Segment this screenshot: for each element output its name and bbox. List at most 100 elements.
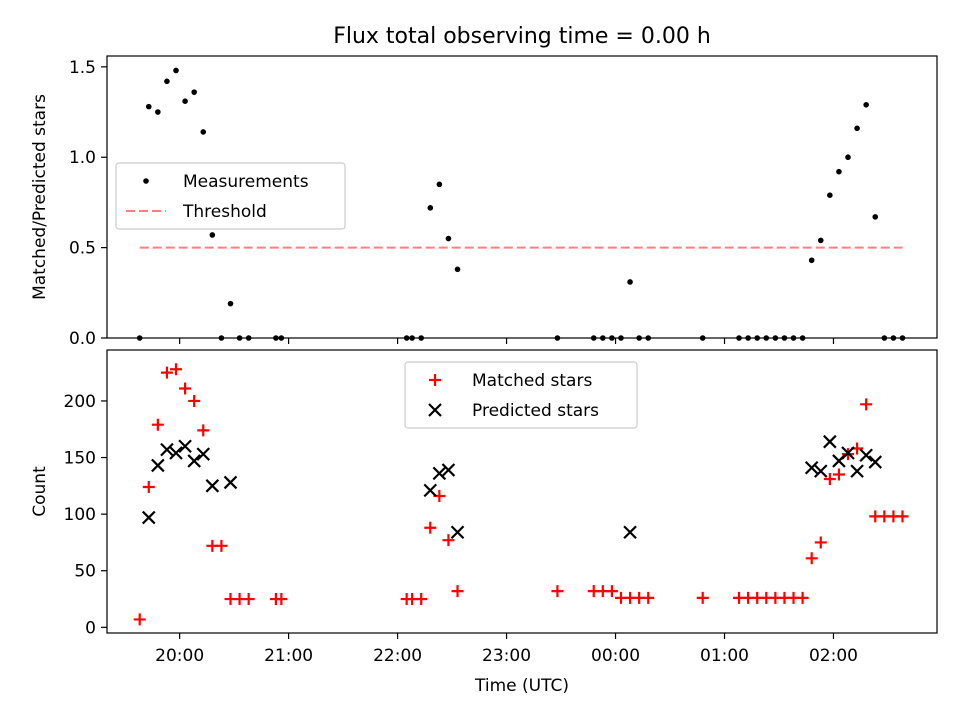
x-tick-label: 00:00 [591,646,640,666]
legend-label: Matched stars [472,371,592,391]
predicted-star-point [841,446,855,460]
measurement-point [427,205,434,211]
measurement-point [745,335,751,341]
chart-title: Flux total observing time = 0.00 h [333,24,711,49]
axes-frame [106,55,938,339]
measurement-point [436,181,443,188]
x-tick-label: 22:00 [373,646,422,666]
bottom-panel: 0 50 100 150 200 20:00 21:00 22:00 23:00 00:00 01:… [30,349,938,696]
matched-star-point [451,585,464,598]
measurement-point [278,335,285,341]
measurement-point [191,89,197,95]
measurement-point [227,300,234,307]
measurement-point [772,335,779,341]
x-tick-label: 01:00 [700,646,749,666]
y-tick-label: 1.0 [69,148,96,168]
measurement-point [273,335,279,341]
measurement-point [872,214,879,220]
legend-box [404,361,638,429]
matched-star-point [605,585,618,598]
matched-star-point [215,539,228,552]
measurement-point [763,335,770,341]
measurement-point [799,335,806,341]
x-tick-label: 02:00 [809,646,858,666]
matched-star-point [796,591,809,604]
measurement-point [600,335,606,341]
matched-star-point [823,473,836,486]
measurement-point [736,335,742,341]
x-tick-label: 21:00 [264,646,313,666]
predicted-star-point [859,448,873,463]
measurement-point [636,335,642,341]
predicted-star-point [196,447,211,461]
matched-star-point [188,394,201,407]
predicted-star-point [868,455,883,469]
measurement-point [182,98,188,104]
axes-frame [106,349,938,634]
y-tick-label: 100 [64,505,96,525]
measurement-point [209,232,216,238]
measurement-point [200,129,207,135]
measurement-point [403,335,410,341]
measurement-point [236,335,243,341]
matched-star-point [160,366,173,379]
x-tick-label: 20:00 [155,646,204,666]
predicted-star-point [813,464,828,478]
measurement-point [827,192,833,198]
measurement-point [781,335,788,341]
measurement-point [836,168,842,175]
measurement-point [790,335,797,341]
matched-star-point [896,510,909,523]
predicted-star-point [623,525,637,540]
legend-label: Predicted stars [472,401,599,421]
matched-star-point [814,536,827,549]
measurement-point [699,335,706,341]
y-tick-label: 1.5 [69,58,96,78]
y-axis-label: Count [30,466,50,517]
legend-predicted-swatch [428,403,442,417]
predicted-star-point [450,525,465,540]
predicted-star-point [141,510,156,525]
matched-star-point [151,418,164,431]
measurement-point [645,335,652,341]
measurement-point [590,335,597,341]
predicted-star-point [441,463,456,477]
x-tick-label: 23:00 [482,646,531,666]
predicted-star-point [169,446,183,460]
matched-star-point [142,480,155,493]
predicted-star-point [804,460,819,475]
legend-label: Measurements [183,172,309,192]
measurement-point [817,237,824,244]
measurement-point [454,266,461,273]
measurement-point [609,335,615,341]
legend-box [115,162,346,230]
matched-star-point [133,613,146,626]
legend-label: Threshold [182,202,267,222]
matched-star-point [642,591,655,604]
matched-star-point [242,593,255,606]
measurement-point [409,335,415,341]
predicted-star-point [823,434,837,449]
y-tick-label: 150 [64,449,96,469]
measurement-point [863,102,869,108]
measurement-point [845,154,851,161]
predicted-star-point [850,464,864,478]
measurement-point [618,335,624,341]
y-axis-label: Matched/Predicted stars [30,94,50,300]
measurement-point [754,335,760,341]
matched-star-point [415,593,428,606]
measurement-point [155,109,161,115]
x-axis-label: Time (UTC) [474,676,569,696]
measurement-point [245,335,252,341]
top-panel: 0.0 0.5 1.0 1.5 Matched/Predicted stars Measu… [30,55,938,349]
measurement-point [145,103,152,110]
predicted-star-point [432,466,447,481]
measurement-point [627,279,633,285]
matched-star-point [551,585,564,598]
legend-matched-swatch [429,374,441,386]
measurement-point [808,257,815,264]
measurement-point [173,67,179,74]
predicted-star-point [151,458,165,473]
